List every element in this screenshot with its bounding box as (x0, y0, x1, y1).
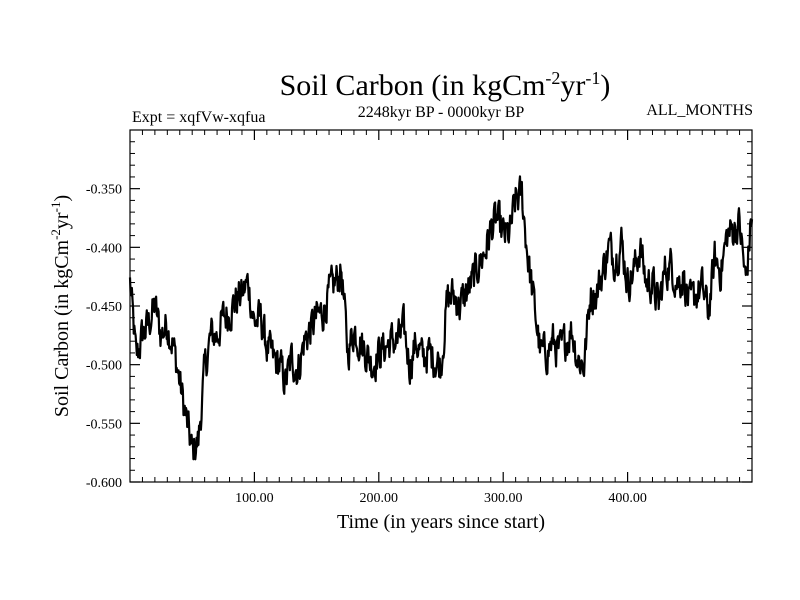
y-tick-label: -0.350 (86, 183, 122, 198)
y-tick-label: -0.600 (86, 476, 122, 491)
soil-carbon-series-line (128, 175, 754, 461)
experiment-label: Expt = xqfVw-xqfua (132, 109, 265, 126)
major-ticks (130, 130, 752, 483)
x-tick-label: 300.00 (484, 491, 523, 506)
y-tick-label: -0.450 (86, 300, 122, 315)
months-label: ALL_MONTHS (646, 102, 753, 119)
chart-title: Soil Carbon (in kgCm-2yr-1) (280, 68, 611, 102)
x-tick-label: 100.00 (235, 491, 274, 506)
y-tick-label: -0.400 (86, 241, 122, 256)
y-tick-label: -0.550 (86, 417, 122, 432)
x-tick-label: 400.00 (608, 491, 647, 506)
chart-subtitle: 2248kyr BP - 0000kyr BP (358, 104, 525, 121)
y-tick-label: -0.500 (86, 359, 122, 374)
x-tick-label: 200.00 (360, 491, 399, 506)
y-axis-label: Soil Carbon (in kgCm-2yr-1) (48, 195, 73, 417)
x-axis-label: Time (in years since start) (337, 511, 545, 533)
tick-labels: 100.00 200.00 300.00 400.00 -0.350 -0.400 -0.4… (86, 183, 647, 506)
